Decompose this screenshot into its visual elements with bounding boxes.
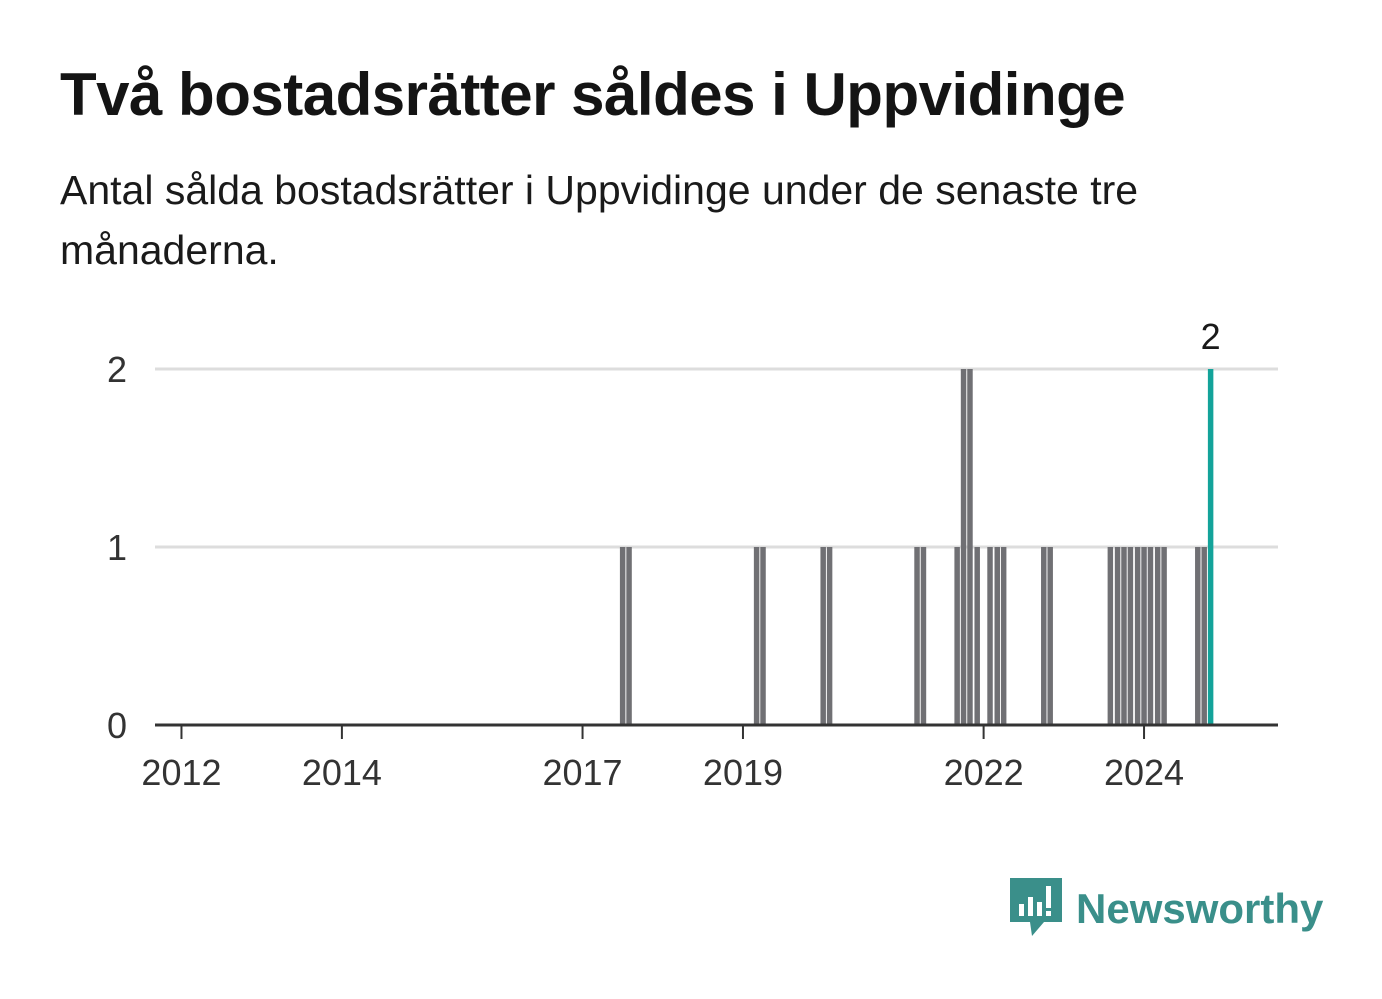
bar xyxy=(1195,547,1201,725)
bar xyxy=(619,547,626,725)
bar xyxy=(1127,547,1134,725)
bar xyxy=(1041,547,1047,725)
chart-title: Två bostadsrätter såldes i Uppvidinge xyxy=(60,61,1126,128)
bar xyxy=(760,547,766,725)
bar xyxy=(1154,547,1161,725)
y-tick-label: 1 xyxy=(107,527,127,568)
y-tick-label: 0 xyxy=(107,705,127,746)
bar xyxy=(920,547,927,725)
bar xyxy=(1000,547,1007,725)
x-tick-label: 2017 xyxy=(542,752,622,793)
bar xyxy=(987,547,993,725)
chart-subtitle: Antal sålda bostadsrätter i Uppvidinge u… xyxy=(60,167,1139,273)
bar xyxy=(1141,547,1147,725)
bar xyxy=(1047,547,1053,725)
x-tick-label: 2024 xyxy=(1104,752,1184,793)
bar xyxy=(974,547,980,725)
x-tick-label: 2019 xyxy=(703,752,783,793)
bar xyxy=(753,547,760,725)
bar xyxy=(1107,547,1114,725)
y-tick-label: 2 xyxy=(107,349,127,390)
x-tick-label: 2012 xyxy=(141,752,221,793)
bar xyxy=(954,547,960,725)
bar xyxy=(1161,547,1167,725)
bar xyxy=(960,369,967,725)
x-tick-label: 2022 xyxy=(944,752,1024,793)
bar xyxy=(820,547,826,725)
bar xyxy=(1121,547,1127,725)
bar xyxy=(1114,547,1121,725)
newsworthy-logo: Newsworthy xyxy=(1010,878,1323,940)
bar xyxy=(826,547,833,725)
bar-chart: 0 1 2 2 2012 2014 2017 2019 2022 2024 xyxy=(107,316,1278,793)
bar xyxy=(1147,547,1154,725)
bar xyxy=(914,547,920,725)
brand-name: Newsworthy xyxy=(1076,885,1324,932)
x-tick-label: 2014 xyxy=(302,752,382,793)
bar xyxy=(1134,547,1141,725)
bar xyxy=(1201,547,1207,725)
newsworthy-logo-icon xyxy=(1010,878,1062,936)
bar xyxy=(626,547,632,725)
bar xyxy=(994,547,1000,725)
bar xyxy=(967,369,973,725)
highlight-data-label: 2 xyxy=(1201,316,1221,357)
highlight-bar xyxy=(1207,369,1214,725)
